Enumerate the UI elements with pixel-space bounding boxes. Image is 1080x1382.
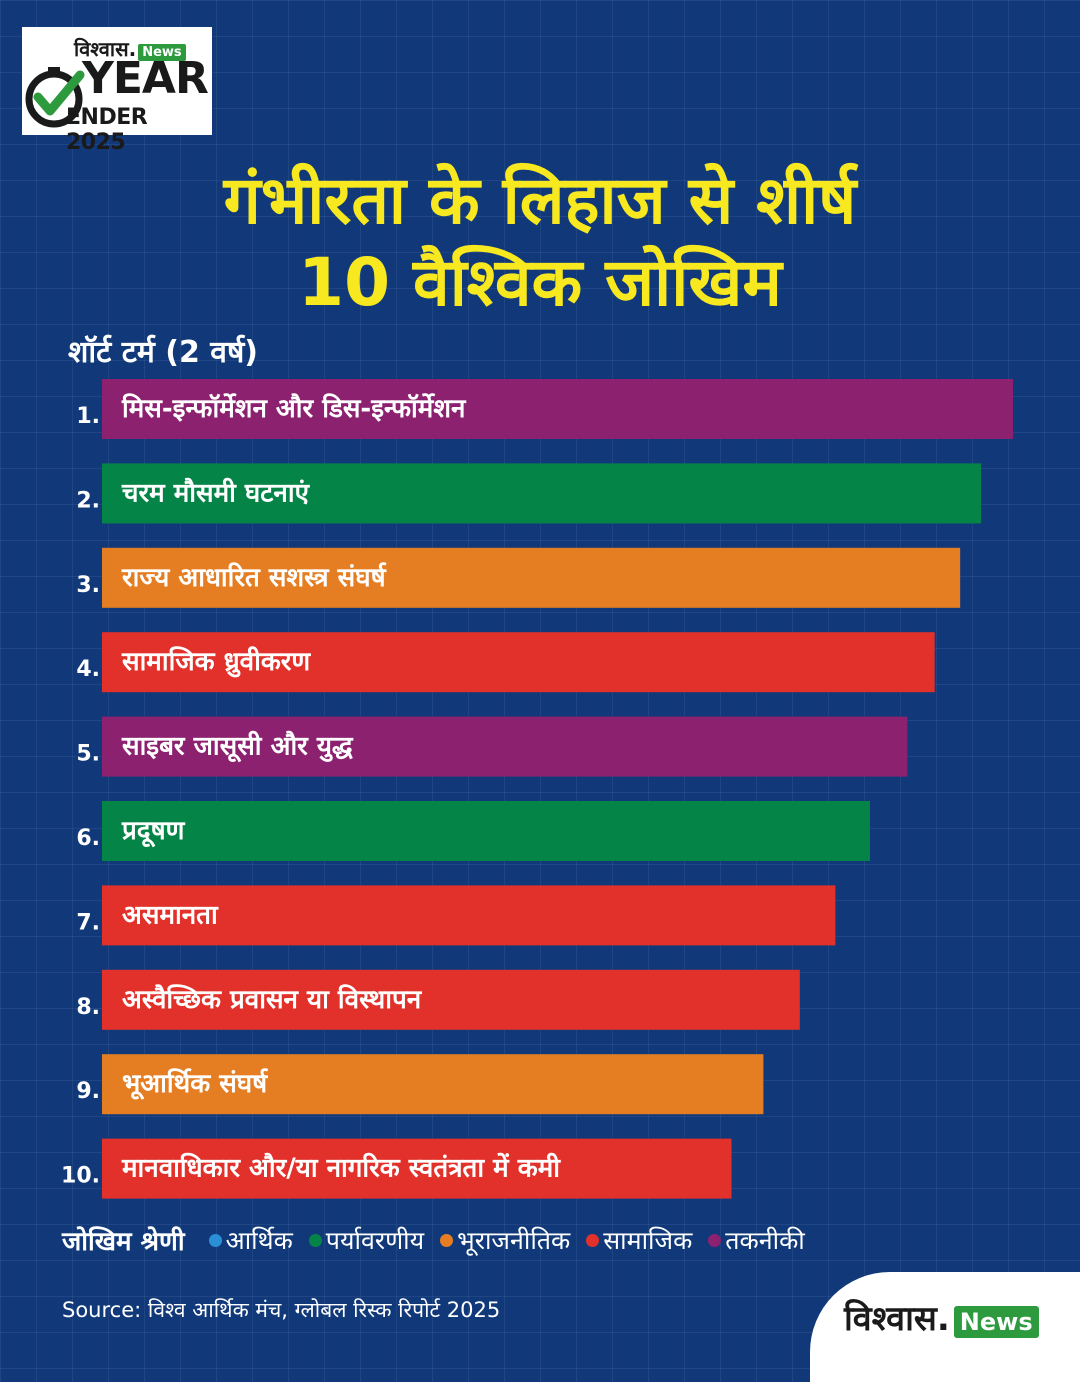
bar-8 xyxy=(102,969,800,1030)
bar-label-10: मानवाधिकार और/या नागरिक स्वतंत्रता में क… xyxy=(121,1153,561,1184)
brand-name: विश्वास. xyxy=(844,1299,950,1339)
bar-6 xyxy=(102,801,870,861)
bar-label-4: सामाजिक ध्रुवीकरण xyxy=(121,646,311,678)
legend-dot-environmental xyxy=(308,1233,322,1247)
check-clock-icon xyxy=(25,67,85,128)
logo-brand: विश्वास. News xyxy=(74,35,186,62)
bar-rank-3: 3. xyxy=(76,573,100,598)
bar-9 xyxy=(102,1054,764,1115)
year-ender-logo: विश्वास. News YEAR ENDER 2025 xyxy=(22,27,212,155)
bar-label-5: साइबर जासूसी और युद्ध xyxy=(121,731,354,763)
legend-label-societal: सामाजिक xyxy=(603,1226,693,1255)
legend-label-geopolitical: भूराजनीतिक xyxy=(457,1226,571,1255)
bar-2 xyxy=(102,463,982,524)
bar-label-2: चरम मौसमी घटनाएं xyxy=(121,477,311,508)
logo-year: YEAR xyxy=(82,53,209,104)
bar-1 xyxy=(102,379,1013,439)
page-title: गंभीरता के लिहाज से शीर्ष 10 वैश्विक जोख… xyxy=(0,160,1080,324)
legend-item-geopolitical: भूराजनीतिक xyxy=(440,1223,570,1257)
brand-corner-logo: विश्वास. News xyxy=(810,1272,1080,1382)
legend-item-societal: सामाजिक xyxy=(586,1223,692,1257)
title-line-2: 10 वैश्विक जोखिम xyxy=(298,244,782,321)
bar-7 xyxy=(102,885,836,946)
brand-news-tag: News xyxy=(953,1306,1039,1338)
logo-ender: ENDER 2025 xyxy=(66,105,148,155)
bar-rank-5: 5. xyxy=(76,742,100,767)
logo-news-tag: News xyxy=(138,44,186,61)
legend-item-economic: आर्थिक xyxy=(208,1223,293,1257)
bar-label-7: असमानता xyxy=(122,900,219,930)
legend-item-technological: तकनीकी xyxy=(708,1223,805,1257)
bar-rank-1: 1. xyxy=(76,404,100,429)
legend-item-environmental: पर्यावरणीय xyxy=(308,1223,425,1257)
bar-3 xyxy=(102,547,961,608)
bar-label-3: राज्य आधारित सशस्त्र संघर्ष xyxy=(121,562,387,593)
bar-rank-4: 4. xyxy=(76,657,100,682)
legend: जोखिम श्रेणी आर्थिक पर्यावरणीय भूराजनीति… xyxy=(62,1222,805,1258)
brand-corner-text: विश्वास. News xyxy=(844,1294,1039,1340)
legend-dot-societal xyxy=(586,1233,600,1247)
legend-label-economic: आर्थिक xyxy=(225,1226,293,1255)
bar-label-6: प्रदूषण xyxy=(121,816,186,848)
bar-4 xyxy=(102,632,935,693)
legend-dot-technological xyxy=(708,1233,722,1247)
bar-rank-2: 2. xyxy=(76,488,100,513)
risk-bar-chart: 1. मिस-इन्फॉर्मेशन और डिस-इन्फॉर्मेशन 2. चर… xyxy=(61,379,1013,1199)
chart-subtitle: शॉर्ट टर्म (2 वर्ष) xyxy=(68,335,258,370)
bar-10 xyxy=(102,1138,732,1199)
bar-rank-6: 6. xyxy=(76,826,100,851)
bar-label-8: अस्वैच्छिक प्रवासन या विस्थापन xyxy=(122,984,423,1015)
legend-dot-economic xyxy=(208,1233,222,1247)
legend-label-environmental: पर्यावरणीय xyxy=(325,1226,425,1255)
bar-rank-8: 8. xyxy=(76,995,100,1020)
legend-dot-geopolitical xyxy=(440,1233,454,1247)
bar-rank-9: 9. xyxy=(76,1079,100,1104)
source-note: Source: विश्व आर्थिक मंच, ग्लोबल रिस्क र… xyxy=(62,1298,501,1322)
bar-5 xyxy=(102,716,908,777)
bar-rank-7: 7. xyxy=(76,910,100,935)
bar-label-9: भूआर्थिक संघर्ष xyxy=(122,1068,268,1100)
legend-label-technological: तकनीकी xyxy=(725,1226,805,1255)
title-line-1: गंभीरता के लिहाज से शीर्ष xyxy=(223,162,857,239)
legend-title: जोखिम श्रेणी xyxy=(62,1227,185,1257)
bar-label-1: मिस-इन्फॉर्मेशन और डिस-इन्फॉर्मेशन xyxy=(121,393,467,424)
bar-rank-10: 10. xyxy=(61,1164,100,1189)
logo-brand-text: विश्वास. xyxy=(74,37,137,61)
